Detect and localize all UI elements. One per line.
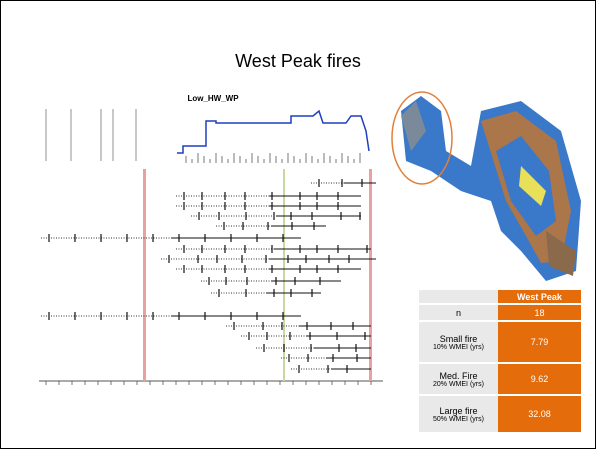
row-label-main: Large fire [439, 406, 477, 416]
chart-title: Low_HW_WP [187, 94, 239, 103]
marker-band [143, 169, 146, 381]
value-cell: 18 [498, 305, 581, 320]
value-cell: 32.08 [498, 396, 581, 432]
row-label-sub: 50% WMEI (yrs) [419, 416, 498, 423]
fire-scar-chart: Low_HW_WP [39, 94, 383, 385]
slide: West Peak fires Low_HW_WP West Peak n18 … [0, 0, 596, 449]
value-cell: 7.79 [498, 322, 581, 362]
header-blank [419, 290, 498, 303]
watershed-map [392, 92, 581, 281]
row-label: n [419, 305, 498, 320]
row-label-sub: 10% WMEI (yrs) [419, 344, 498, 351]
value-cell: 9.62 [498, 364, 581, 394]
header-cell: West Peak [498, 290, 581, 303]
row-label-sub: 20% WMEI (yrs) [419, 381, 498, 388]
row-label-main: Med. Fire [439, 371, 477, 381]
sample-depth-line [177, 111, 369, 153]
fire-scar-series [41, 109, 376, 385]
marker-band [369, 169, 372, 381]
row-label-main: Small fire [440, 334, 478, 344]
